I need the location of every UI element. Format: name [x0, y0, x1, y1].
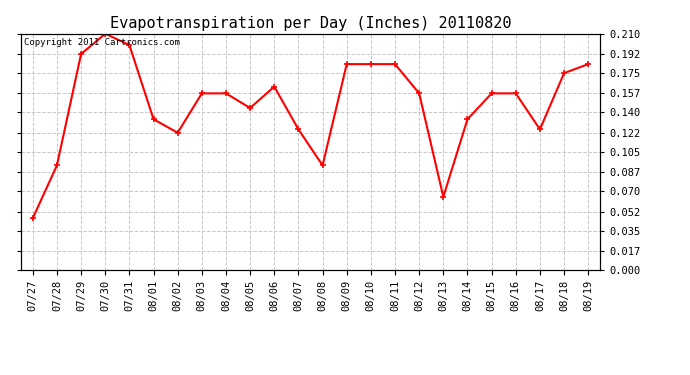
Title: Evapotranspiration per Day (Inches) 20110820: Evapotranspiration per Day (Inches) 2011…: [110, 16, 511, 31]
Text: Copyright 2011 Cartronics.com: Copyright 2011 Cartronics.com: [23, 39, 179, 48]
